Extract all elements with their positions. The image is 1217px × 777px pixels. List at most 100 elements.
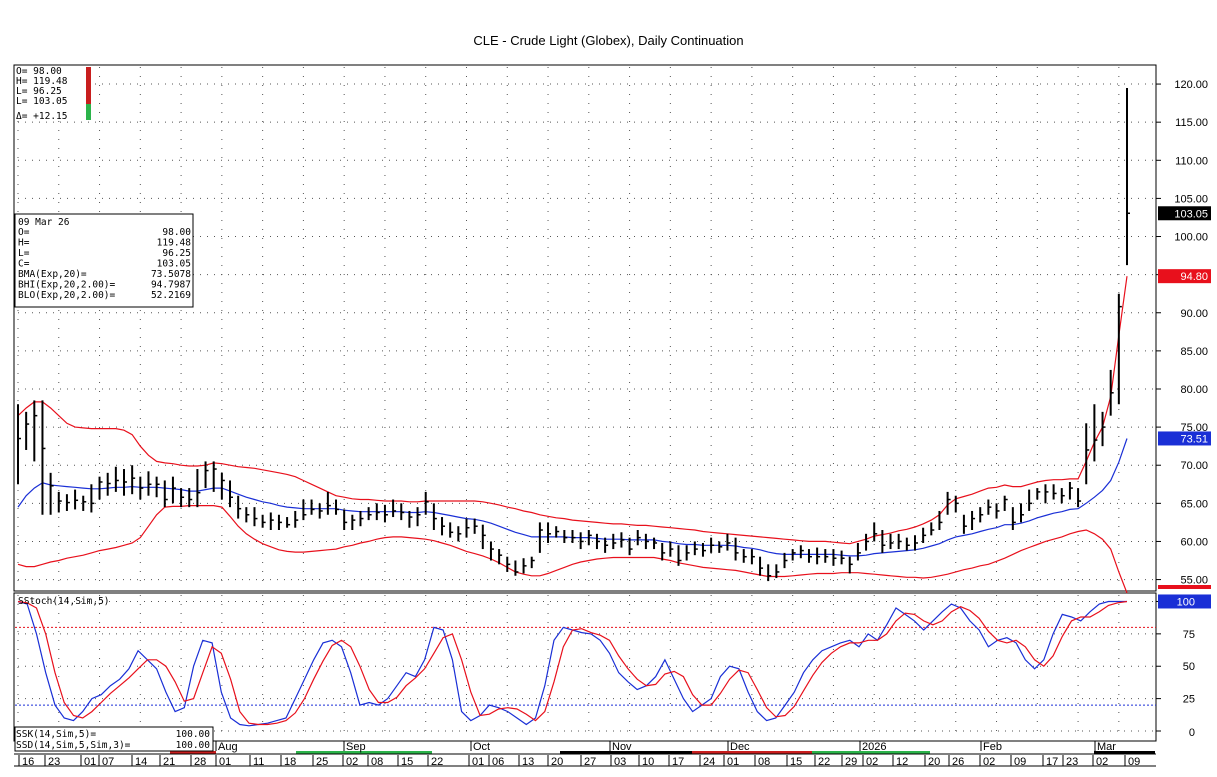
y-tick-label: 65.00 [1180,498,1208,510]
summary-line: L= 96.25 [16,86,62,97]
y-tick-label: 70.00 [1180,460,1208,472]
day-label: 20 [551,756,563,768]
stoch-ssd-line [17,600,1128,726]
lower-band-line [17,505,1128,594]
y-tick-label: 0 [1189,727,1195,739]
price-tag [1158,585,1211,589]
info-row-value: 119.48 [157,238,192,249]
day-label: 08 [371,756,383,768]
stoch-tag-box [1158,594,1211,609]
value-axes: 55.00 60.00 65.00 70.00 75.00 80.00 85.00 90.00… [1156,79,1211,739]
stoch-value-tag: 100 [1158,594,1211,609]
price-tag-label: 94.80 [1180,271,1208,283]
ssk-value: 100.00 [176,729,211,740]
stoch-legend: SStoch(14,Sim,5) SSK(14,Sim,5)= 100.00 S… [14,596,214,752]
day-label: 09 [1014,756,1026,768]
stoch-label: SStoch(14,Sim,5) [18,596,110,607]
day-label: 21 [163,756,175,768]
day-label: 20 [928,756,940,768]
month-label: 2026 [862,741,886,753]
price-tag-box [1158,269,1211,284]
y-tick-label: 50 [1183,661,1195,673]
y-tick-label: 55.00 [1180,575,1208,587]
day-label: 02 [1096,756,1108,768]
stoch-tag-label: 100 [1177,596,1195,608]
info-row-value: 73.5078 [151,269,191,280]
stoch-panel[interactable] [13,592,1157,742]
period-strip [170,751,216,754]
price-tag-box [1158,206,1211,221]
info-row-value: 98.00 [162,227,191,238]
day-label: 29 [845,756,857,768]
day-label: 26 [952,756,964,768]
y-tick-label: 90.00 [1180,308,1208,320]
price-bars [17,88,1130,582]
y-tick-label: 85.00 [1180,346,1208,358]
month-label: Nov [612,741,632,753]
day-label: 10 [642,756,654,768]
day-label: 15 [790,756,802,768]
day-label: 01 [84,756,96,768]
day-label: 02 [346,756,358,768]
summary-line: O= 98.00 [16,66,62,77]
price-tag: 94.80 [1158,269,1211,284]
y-tick-label: 120.00 [1174,79,1208,91]
y-tick-label: 75.00 [1180,422,1208,434]
ssd-label: SSD(14,Sim,5,Sim,3)= [16,740,131,751]
summary-line: Δ= +12.15 [16,111,67,122]
price-tag-label: 103.05 [1174,208,1208,220]
info-row-label: O= [18,227,30,238]
summary-bar-red [86,67,91,104]
day-label: 01 [727,756,739,768]
info-row-value: 96.25 [162,248,191,259]
day-label: 25 [316,756,328,768]
period-strip [560,751,692,754]
y-tick-label: 105.00 [1174,193,1208,205]
price-tag-box [1158,585,1211,589]
day-label: 08 [758,756,770,768]
y-tick-label: 25 [1183,694,1195,706]
day-label: 01 [219,756,231,768]
day-label: 16 [22,756,34,768]
summary-bar-green [86,104,91,120]
stochastic-lines [17,600,1128,727]
day-label: 06 [492,756,504,768]
day-label: 11 [253,756,264,768]
info-row-value: 52.2169 [151,290,191,301]
day-label: 23 [48,756,60,768]
period-strip [1094,751,1155,754]
day-label: 07 [102,756,114,768]
day-label: 17 [672,756,684,768]
month-label: Feb [983,741,1002,753]
price-tag: 103.05 [1158,206,1211,221]
summary-box: O= 98.00 H= 119.48 L= 96.25 L= 103.05 Δ=… [15,66,91,122]
y-tick-label: 110.00 [1175,155,1208,167]
day-label: 02 [983,756,995,768]
day-label: 18 [284,756,296,768]
y-tick-label: 60.00 [1180,536,1208,548]
month-label: Mar [1097,741,1116,753]
price-panel[interactable] [13,64,1157,592]
info-row-label: L= [18,248,30,259]
info-row-value: 103.05 [157,259,191,270]
day-label: 13 [522,756,534,768]
price-tag-label: 73.51 [1180,433,1208,445]
day-label: 01 [472,756,484,768]
summary-line: H= 119.48 [16,76,68,87]
y-tick-label: 115.00 [1175,117,1208,129]
chart-title: CLE - Crude Light (Globex), Daily Contin… [473,33,744,48]
info-row-label: BHI(Exp,20,2.00)= [18,280,116,291]
info-box: 09 Mar 26 O= 98.00 H= 119.48 L= 96.25 C= 103.05… [14,213,194,308]
period-strip [296,751,432,754]
info-row-label: H= [18,238,30,249]
day-label: 02 [866,756,878,768]
day-label: 22 [818,756,830,768]
info-row-value: 94.7987 [151,280,191,291]
upper-band-line [17,276,1128,545]
day-label: 23 [1066,756,1078,768]
day-label: 14 [135,756,147,768]
day-label: 28 [194,756,206,768]
period-strip [692,751,812,754]
